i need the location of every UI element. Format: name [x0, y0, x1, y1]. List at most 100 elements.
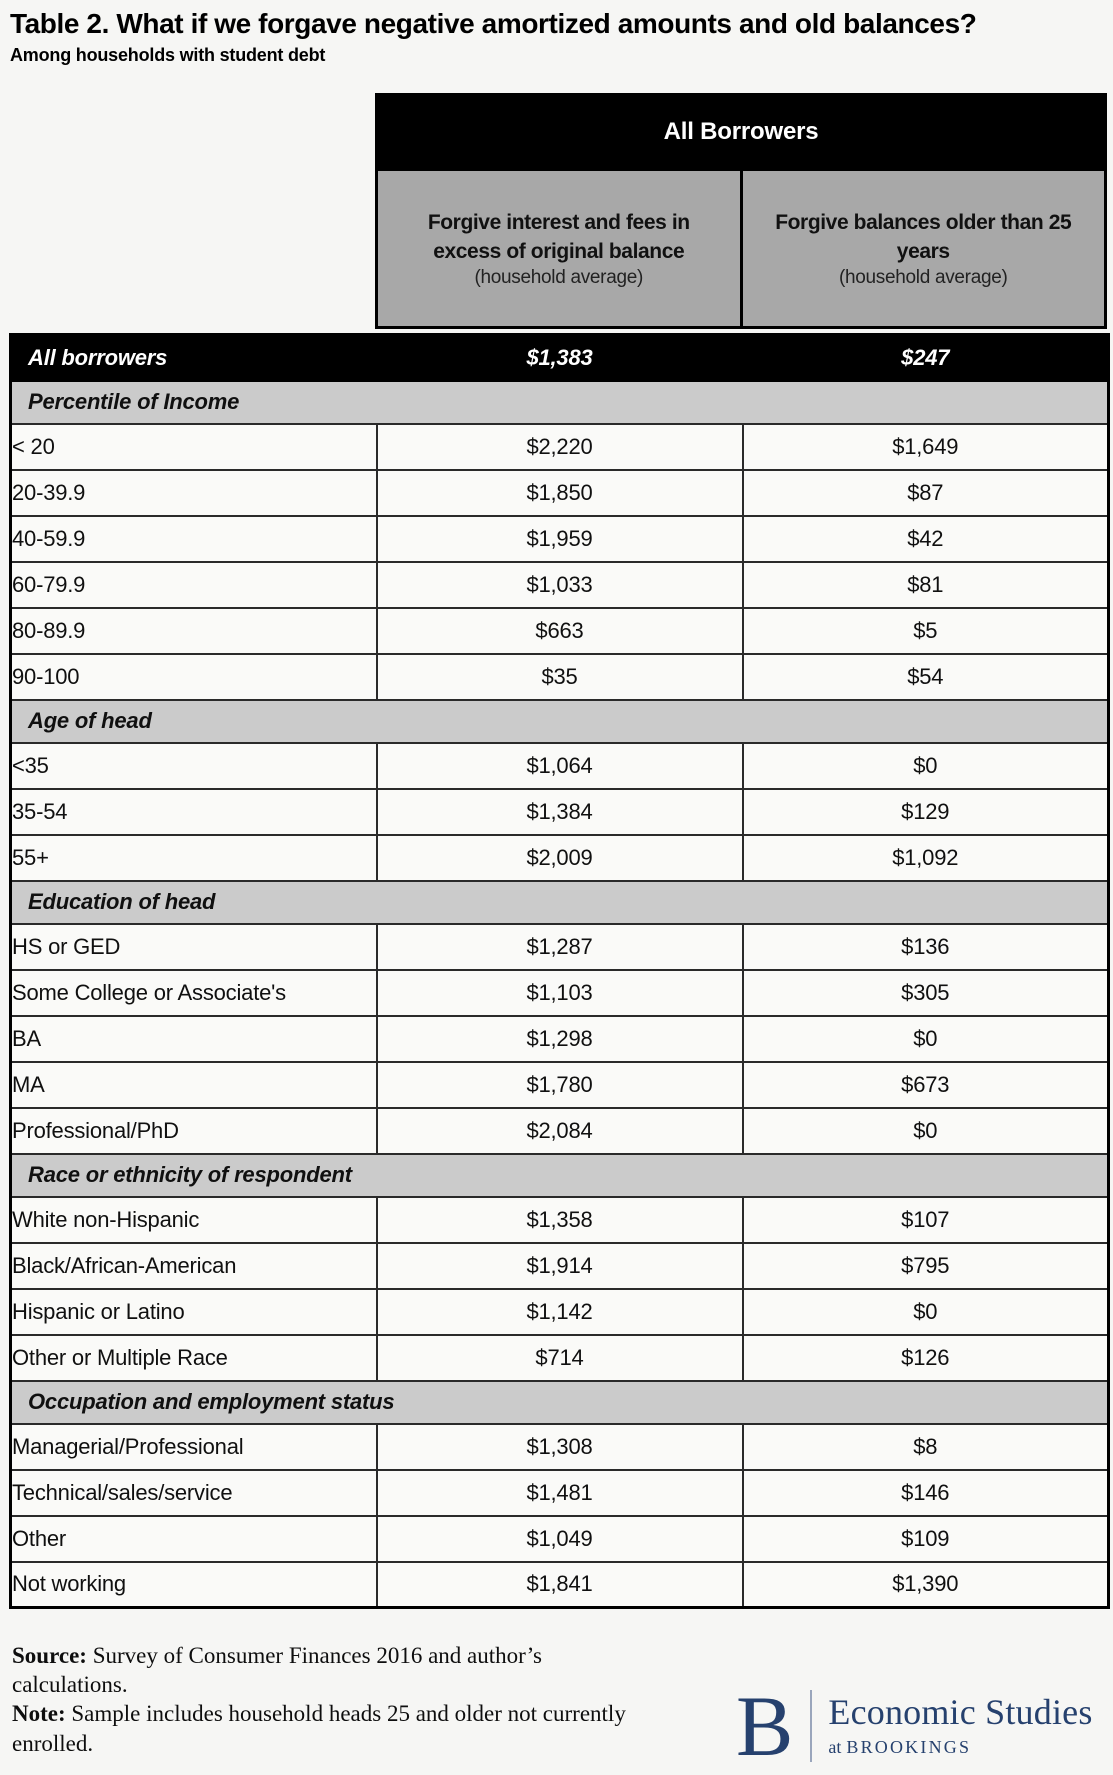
row-value: $1,092 — [741, 833, 1110, 882]
row-value: $1,142 — [375, 1287, 744, 1336]
table-row: Black/African-American $1,914 $795 — [9, 1241, 1110, 1290]
row-label: Black/African-American — [9, 1241, 378, 1290]
note-label: Note: — [12, 1701, 66, 1727]
column-header-subtitle: (household average) — [474, 267, 644, 289]
table-row: White non-Hispanic $1,358 $107 — [9, 1195, 1110, 1244]
row-label: Technical/sales/service — [9, 1468, 378, 1517]
column-headers: Forgive interest and fees in excess of o… — [375, 171, 1107, 329]
row-value: $1,850 — [375, 468, 744, 517]
section-header-label: Percentile of Income — [9, 379, 1110, 425]
row-value: $1,649 — [741, 422, 1110, 471]
row-label: <35 — [9, 741, 378, 790]
table-row: Hispanic or Latino $1,142 $0 — [9, 1287, 1110, 1336]
column-header-title: Forgive balances older than 25 years — [775, 210, 1072, 263]
row-value: $136 — [741, 922, 1110, 971]
source-label: Source: — [12, 1643, 87, 1668]
table-row: 60-79.9 $1,033 $81 — [9, 560, 1110, 609]
row-label: White non-Hispanic — [9, 1195, 378, 1244]
source-note: Source: Survey of Consumer Finances 2016… — [12, 1641, 632, 1699]
column-header-forgive-interest: Forgive interest and fees in excess of o… — [378, 171, 740, 326]
row-label: < 20 — [9, 422, 378, 471]
row-label: 35-54 — [9, 787, 378, 836]
row-label: Professional/PhD — [9, 1106, 378, 1155]
table-row: Other or Multiple Race $714 $126 — [9, 1333, 1110, 1382]
row-value: $1,049 — [375, 1514, 744, 1563]
table-row: BA $1,298 $0 — [9, 1014, 1110, 1063]
row-label: Some College or Associate's — [9, 968, 378, 1017]
row-value: $54 — [741, 652, 1110, 701]
row-value: $714 — [375, 1333, 744, 1382]
row-value: $0 — [741, 1287, 1110, 1336]
table-row: Some College or Associate's $1,103 $305 — [9, 968, 1110, 1017]
section-header-row: Percentile of Income — [9, 379, 1110, 425]
logo-program-name: Economic Studies — [828, 1692, 1093, 1733]
row-value: $305 — [741, 968, 1110, 1017]
row-value: $8 — [741, 1422, 1110, 1471]
row-value: $87 — [741, 468, 1110, 517]
row-value: $129 — [741, 787, 1110, 836]
row-value: $1,384 — [375, 787, 744, 836]
row-value: $146 — [741, 1468, 1110, 1517]
row-value: $42 — [741, 514, 1110, 563]
row-value: $5 — [741, 606, 1110, 655]
row-label: HS or GED — [9, 922, 378, 971]
page-title: Table 2. What if we forgave negative amo… — [10, 8, 977, 39]
table-row: 20-39.9 $1,850 $87 — [9, 468, 1110, 517]
row-label: Hispanic or Latino — [9, 1287, 378, 1336]
column-header-title: Forgive interest and fees in excess of o… — [427, 210, 690, 263]
table-row: Not working $1,841 $1,390 — [9, 1560, 1110, 1609]
table-row: 80-89.9 $663 $5 — [9, 606, 1110, 655]
row-label: Not working — [9, 1560, 378, 1609]
table-body: All borrowers $1,383 $247 Percentile of … — [9, 333, 1110, 1609]
row-value: $0 — [741, 1106, 1110, 1155]
table-row: < 20 $2,220 $1,649 — [9, 422, 1110, 471]
section-header-row: Age of head — [9, 698, 1110, 744]
table-row: 40-59.9 $1,959 $42 — [9, 514, 1110, 563]
row-label: 20-39.9 — [9, 468, 378, 517]
note-text: Sample includes household heads 25 and o… — [12, 1701, 626, 1756]
table-row: 55+ $2,009 $1,092 — [9, 833, 1110, 882]
row-label: 80-89.9 — [9, 606, 378, 655]
row-value: $1,033 — [375, 560, 744, 609]
table-row: Technical/sales/service $1,481 $146 — [9, 1468, 1110, 1517]
row-value: $663 — [375, 606, 744, 655]
row-value: $0 — [741, 1014, 1110, 1063]
row-value: $1,481 — [375, 1468, 744, 1517]
total-row-label: All borrowers — [9, 333, 378, 382]
row-value: $1,064 — [375, 741, 744, 790]
source-text: Survey of Consumer Finances 2016 and aut… — [12, 1643, 542, 1698]
logo-institution: at BROOKINGS — [828, 1737, 1092, 1758]
row-value: $1,841 — [375, 1560, 744, 1609]
row-label: Managerial/Professional — [9, 1422, 378, 1471]
row-label: 90-100 — [9, 652, 378, 701]
table-row: Professional/PhD $2,084 $0 — [9, 1106, 1110, 1155]
section-header-row: Race or ethnicity of respondent — [9, 1152, 1110, 1198]
data-table: All Borrowers Forgive interest and fees … — [9, 93, 1110, 1609]
column-header-subtitle: (household average) — [838, 267, 1008, 289]
row-value: $2,220 — [375, 422, 744, 471]
logo-text: Economic Studies at BROOKINGS — [828, 1692, 1093, 1758]
row-value: $107 — [741, 1195, 1110, 1244]
section-header-label: Race or ethnicity of respondent — [9, 1152, 1110, 1198]
row-label: 55+ — [9, 833, 378, 882]
row-label: 60-79.9 — [9, 560, 378, 609]
row-label: Other — [9, 1514, 378, 1563]
row-value: $1,287 — [375, 922, 744, 971]
table-row: MA $1,780 $673 — [9, 1060, 1110, 1109]
row-value: $2,009 — [375, 833, 744, 882]
row-value: $1,358 — [375, 1195, 744, 1244]
total-row: All borrowers $1,383 $247 — [9, 333, 1110, 382]
sample-note: Note: Sample includes household heads 25… — [12, 1699, 632, 1757]
logo-brookings-name: BROOKINGS — [846, 1736, 972, 1757]
table-row: <35 $1,064 $0 — [9, 741, 1110, 790]
row-label: Other or Multiple Race — [9, 1333, 378, 1382]
section-header-row: Education of head — [9, 879, 1110, 925]
section-header-row: Occupation and employment status — [9, 1379, 1110, 1425]
row-value: $1,390 — [741, 1560, 1110, 1609]
row-value: $1,103 — [375, 968, 744, 1017]
row-value: $109 — [741, 1514, 1110, 1563]
row-value: $35 — [375, 652, 744, 701]
total-row-value: $1,383 — [375, 333, 744, 382]
row-value: $0 — [741, 741, 1110, 790]
row-label: 40-59.9 — [9, 514, 378, 563]
